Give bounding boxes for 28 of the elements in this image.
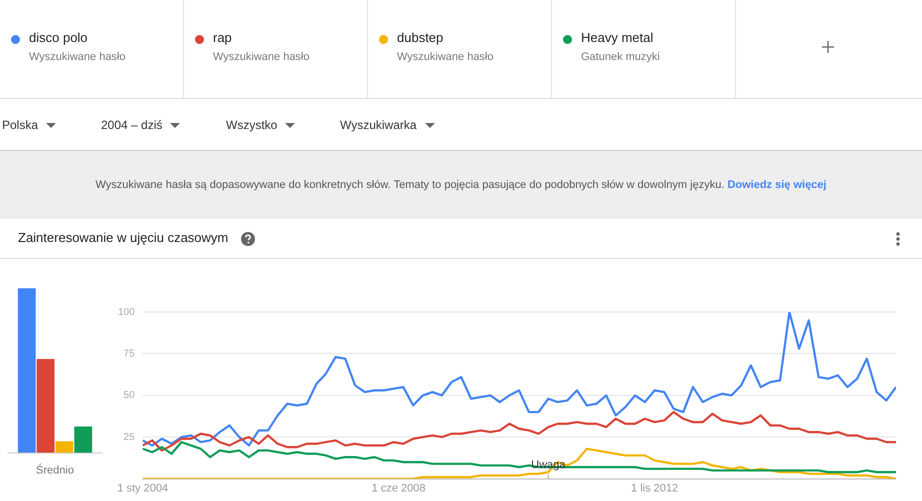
x-tick-label: 1 lis 2012 — [631, 482, 678, 494]
text: 2004 – dziś — [101, 118, 162, 132]
bar — [55, 441, 74, 453]
text: Wyszukiwarka — [340, 118, 417, 132]
text: disco polo — [29, 30, 88, 45]
text: rap — [213, 30, 232, 45]
text: Wyszukiwane hasła są dopasowywane do konkretnych słów. Tematy to pojęcia pasujące do podobnych słów w dowolnym języku. — [96, 179, 726, 191]
y-tick-label: 75 — [124, 348, 136, 360]
text: Polska — [2, 118, 38, 132]
text: Heavy metal — [581, 30, 654, 45]
text: Wszystko — [226, 118, 278, 132]
text: Wyszukiwane hasło — [213, 51, 310, 63]
text: Dowiedz się więcej — [727, 179, 826, 191]
text: Wyszukiwane hasło — [29, 51, 126, 63]
bar — [18, 288, 36, 453]
y-tick-label: 25 — [124, 432, 136, 443]
x-tick-label: Średnio — [36, 463, 74, 476]
text: dubstep — [397, 30, 444, 45]
bar — [36, 358, 55, 453]
chart-title: Zainteresowanie w ujęciu czasowym — [18, 230, 228, 245]
x-tick-label: 1 cze 2008 — [372, 482, 426, 494]
x-tick-label: 1 sty 2004 — [117, 482, 168, 494]
y-tick-label: 100 — [118, 306, 136, 318]
y-tick-label: 50 — [124, 390, 136, 402]
text: Wyszukiwane hasło — [397, 51, 494, 63]
text: Gatunek muzyki — [581, 51, 661, 63]
annotation: Uwaga — [531, 458, 566, 471]
bar — [74, 426, 92, 453]
